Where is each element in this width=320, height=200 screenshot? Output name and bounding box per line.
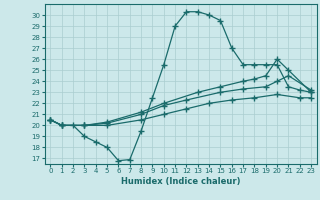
X-axis label: Humidex (Indice chaleur): Humidex (Indice chaleur)	[121, 177, 241, 186]
